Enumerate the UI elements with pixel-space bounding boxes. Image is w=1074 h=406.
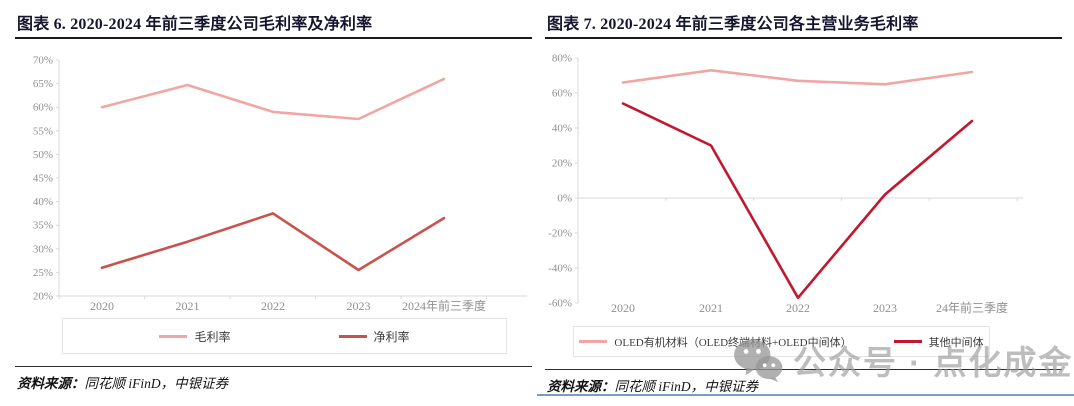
y-tick-label: 20% xyxy=(33,291,53,303)
legend-swatch xyxy=(579,340,608,343)
legend-swatch xyxy=(159,334,188,338)
figure-7-title-rule xyxy=(545,37,1062,39)
figure-7-line-chart: 80% 60% 40% 20% 0% -20% -40% -60% 2020 2021 2022 20… xyxy=(548,53,1023,315)
x-tick-label: 24年前三季度 xyxy=(936,300,1008,315)
y-tick-label: 80% xyxy=(552,53,572,65)
legend-item: 净利率 xyxy=(338,328,410,345)
section-divider-blue-rule xyxy=(537,394,1074,396)
x-tick-label: 2022 xyxy=(786,301,810,315)
figure-6-bottom-rule xyxy=(15,366,532,367)
y-tick-label: 45% xyxy=(33,173,53,185)
source-text: 同花顺 iFinD，中银证券 xyxy=(84,376,229,391)
legend-label: 毛利率 xyxy=(194,329,231,344)
x-tick-label: 2023 xyxy=(873,301,897,315)
series-line-1 xyxy=(100,212,446,272)
legend-item: 毛利率 xyxy=(159,328,231,345)
x-tick-label: 2020 xyxy=(611,301,635,315)
figure-7-bottom-rule xyxy=(545,369,1062,370)
x-tick-label: 2020 xyxy=(90,299,114,313)
figure-7-legend: OLED有机材料（OLED终端材料+OLED中间体） 其他中间体 xyxy=(573,326,990,357)
legend-swatch xyxy=(893,340,922,343)
x-tick-label: 2024年前三季度 xyxy=(402,298,486,313)
figure-6-title-rule xyxy=(15,37,532,39)
series-line-0 xyxy=(621,68,974,86)
legend-item: 其他中间体 xyxy=(893,334,984,350)
figure-7-title: 图表 7. 2020-2024 年前三季度公司各主营业务毛利率 xyxy=(547,16,919,33)
x-tick-label: 2023 xyxy=(347,299,371,313)
x-tick-label: 2021 xyxy=(699,301,723,315)
y-tick-label: 60% xyxy=(552,88,572,100)
y-tick-label: 65% xyxy=(33,78,53,90)
y-tick-label: 70% xyxy=(33,55,53,67)
legend-label: OLED有机材料（OLED终端材料+OLED中间体） xyxy=(614,336,852,349)
figure-6-legend: 毛利率 净利率 xyxy=(62,318,507,354)
source-label: 资料来源： xyxy=(547,379,615,394)
y-tick-label: -40% xyxy=(548,263,572,275)
series-line-1 xyxy=(621,102,974,300)
y-tick-label: 40% xyxy=(33,196,53,208)
legend-label: 其他中间体 xyxy=(928,336,984,349)
figure-6: 图表 6. 2020-2024 年前三季度公司毛利率及净利率 70% 65% 60%… xyxy=(15,0,532,406)
source-label: 资料来源： xyxy=(17,376,85,391)
figure-6-title: 图表 6. 2020-2024 年前三季度公司毛利率及净利率 xyxy=(17,16,373,33)
y-tick-label: 35% xyxy=(33,220,53,232)
y-tick-label: 25% xyxy=(33,267,53,279)
source-text: 同花顺 iFinD，中银证券 xyxy=(614,379,759,394)
figure-6-line-chart: 70% 65% 60% 55% 50% 45% 40% 35% 30% 25% 20% 2020 202… xyxy=(33,55,527,313)
x-tick-label: 2021 xyxy=(176,299,200,313)
y-tick-label: 20% xyxy=(552,158,572,170)
series-line-0 xyxy=(100,77,446,121)
y-tick-label: 60% xyxy=(33,102,53,114)
legend-swatch xyxy=(338,334,367,338)
figure-7: 图表 7. 2020-2024 年前三季度公司各主营业务毛利率 80% 60% 40… xyxy=(545,0,1062,406)
y-tick-label: 30% xyxy=(33,243,53,255)
y-tick-label: 50% xyxy=(33,149,53,161)
y-tick-label: 0% xyxy=(557,193,572,205)
figure-6-source: 资料来源：同花顺 iFinD，中银证券 xyxy=(17,372,228,392)
legend-item: OLED有机材料（OLED终端材料+OLED中间体） xyxy=(579,334,852,350)
y-tick-label: -20% xyxy=(548,228,572,240)
x-tick-label: 2022 xyxy=(261,299,285,313)
y-tick-label: -60% xyxy=(548,298,572,310)
y-tick-label: 40% xyxy=(552,123,572,135)
legend-label: 净利率 xyxy=(373,329,410,344)
y-tick-label: 55% xyxy=(33,125,53,137)
figure-7-source: 资料来源：同花顺 iFinD，中银证券 xyxy=(547,375,758,395)
